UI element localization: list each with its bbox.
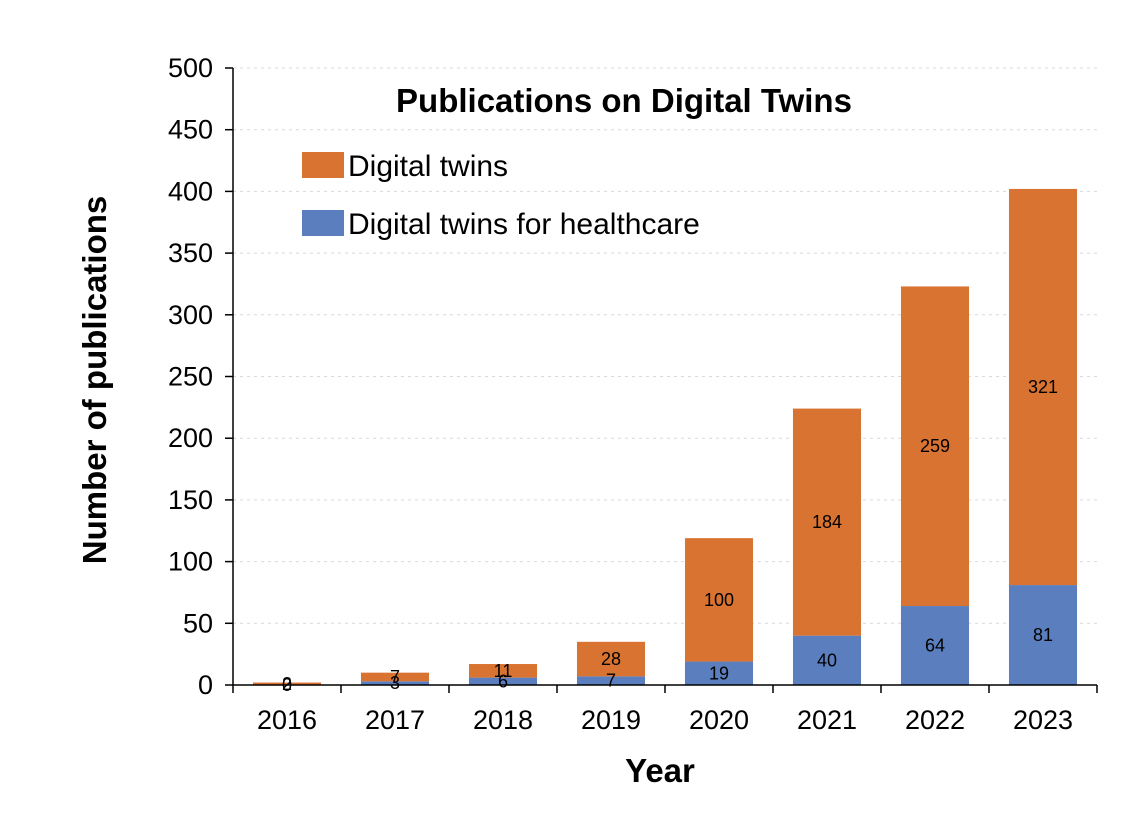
data-label: 81 [1033, 625, 1053, 645]
data-label: 184 [812, 512, 842, 532]
bar-segment [900, 286, 970, 607]
bar-segment [576, 641, 646, 677]
legend-label: Digital twins for healthcare [348, 208, 700, 241]
legend: Digital twins Digital twins for healthcar… [302, 150, 700, 241]
bar-segment [468, 677, 538, 685]
bar-segment [360, 672, 430, 682]
axes [225, 67, 1098, 693]
y-tick-label: 450 [168, 115, 213, 145]
bar-segment [252, 682, 322, 685]
data-label: 259 [920, 436, 950, 456]
tick-labels: 0 50 100 150 200 250 300 350 400 450 500 2016 2017 20… [168, 53, 1073, 735]
data-label: 64 [925, 636, 945, 656]
y-tick-label: 50 [183, 608, 213, 638]
x-tick-label: 2016 [257, 705, 317, 735]
bar-segment [1008, 585, 1078, 685]
x-tick-label: 2022 [905, 705, 965, 735]
bar-segment [792, 635, 862, 685]
y-tick-label: 400 [168, 176, 213, 206]
x-tick-label: 2017 [365, 705, 425, 735]
y-tick-label: 500 [168, 53, 213, 83]
data-label: 7 [606, 671, 616, 691]
y-tick-label: 250 [168, 362, 213, 392]
x-tick-label: 2023 [1013, 705, 1073, 735]
legend-swatch [302, 210, 344, 236]
bar-segment [900, 606, 970, 685]
x-axis-title: Year [625, 752, 695, 789]
x-tick-label: 2019 [581, 705, 641, 735]
data-label: 6 [498, 671, 508, 691]
data-label: 40 [817, 650, 837, 670]
bar-segment [684, 661, 754, 685]
y-tick-label: 200 [168, 423, 213, 453]
y-tick-label: 350 [168, 238, 213, 268]
data-label: 28 [601, 649, 621, 669]
bar-segment [792, 408, 862, 636]
y-axis-title: Number of publications [76, 196, 113, 565]
bar-segment [684, 538, 754, 662]
x-tick-label: 2021 [797, 705, 857, 735]
data-label: 2 [282, 674, 292, 694]
y-tick-label: 300 [168, 300, 213, 330]
data-label: 3 [390, 673, 400, 693]
bar-segment [360, 681, 430, 685]
bar-segment [576, 676, 646, 685]
bar-segment [1008, 188, 1078, 586]
y-tick-label: 0 [198, 670, 213, 700]
chart-title: Publications on Digital Twins [396, 82, 852, 119]
bars [252, 188, 1078, 685]
bar-segment [468, 664, 538, 678]
data-label: 100 [704, 590, 734, 610]
data-label: 11 [494, 661, 513, 681]
data-label: 19 [709, 663, 729, 683]
x-tick-label: 2018 [473, 705, 533, 735]
data-label: 321 [1028, 377, 1058, 397]
legend-swatch [302, 152, 344, 178]
legend-label: Digital twins [348, 150, 508, 183]
x-tick-label: 2020 [689, 705, 749, 735]
y-tick-label: 100 [168, 547, 213, 577]
y-tick-label: 150 [168, 485, 213, 515]
data-label: 7 [390, 667, 400, 687]
